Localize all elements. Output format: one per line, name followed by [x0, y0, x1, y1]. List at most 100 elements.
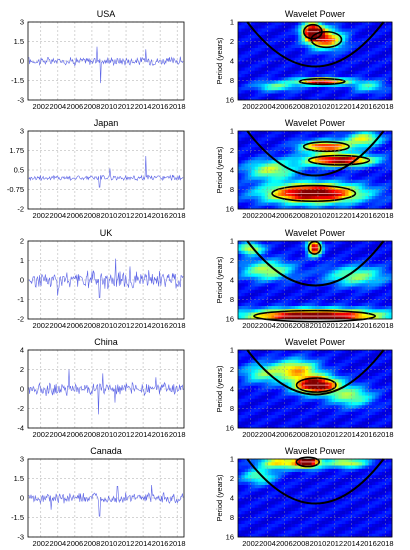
wv-0-heat-cell [351, 57, 356, 62]
wv-4-heat-cell [244, 514, 249, 518]
wv-1-heat-cell [328, 186, 333, 190]
wv-3-heat-cell [378, 382, 383, 387]
wv-2-heat-cell [271, 241, 276, 245]
wv-3-heat-cell [241, 350, 245, 354]
wv-1-heat-cell [335, 202, 339, 207]
wv-2-heat-cell [278, 270, 282, 274]
wv-1-heat-cell [325, 183, 329, 187]
wv-4-heat-cell [268, 520, 272, 525]
wv-2-axes-frame [237, 240, 393, 320]
wv-3-heat-cell [281, 363, 286, 367]
wv-2-heat-cell [365, 296, 369, 300]
wv-0-heat-cell [341, 22, 346, 26]
wv-2-heat-cell [298, 273, 302, 278]
wv-3-heat-cell [331, 356, 336, 361]
wv-1-heat-cell [241, 144, 245, 148]
wv-0-heat-cell [328, 48, 333, 52]
wv-3-heat-cell [241, 408, 245, 413]
wv-0-heat-cell [261, 90, 266, 94]
wv-2-heat-cell [291, 306, 296, 310]
wv-2-heat-cell [308, 257, 312, 261]
wv-0-heat-cell [375, 41, 379, 46]
wv-1-heat-cell [244, 134, 249, 138]
wv-3-heat-cell [294, 350, 299, 354]
wv-3-heat-cell [288, 356, 292, 361]
ts-3-x-tick-label: 2008 [84, 430, 101, 439]
wv-2-heat-cell [331, 260, 336, 265]
wv-3-heat-cell [304, 382, 309, 387]
wv-3-heat-cell [298, 350, 302, 354]
ts-2-x-tick-label: 2010 [101, 321, 118, 330]
wv-3-heat-cell [378, 356, 383, 361]
wv-2-heat-cell [271, 254, 276, 258]
wv-2-heat-cell [244, 254, 249, 258]
wv-1-heat-cell [244, 189, 249, 194]
wv-3-heat-cell [348, 408, 353, 413]
wv-3-heat-cell [278, 424, 282, 429]
wv-2-heat-cell [241, 302, 245, 307]
wv-0-heat-cell [261, 35, 266, 39]
wv-3-heat-cell [361, 366, 366, 370]
wv-0-heat-cell [284, 83, 289, 88]
wv-0-heat-cell [388, 80, 393, 85]
wv-3-heat-cell [315, 411, 319, 416]
wv-3-heat-cell [308, 385, 312, 390]
wv-3-heat-cell [304, 418, 309, 422]
wv-4-heatmap [238, 459, 393, 538]
wv-3-heat-cell [248, 424, 252, 429]
wv-3-heat-cell [388, 389, 393, 393]
wv-0-heat-cell [238, 61, 242, 65]
wv-1-heat-cell [248, 196, 252, 200]
wv-0-heat-cell [258, 25, 262, 29]
wv-2-heat-cell [345, 254, 349, 258]
wv-2-heat-cell [294, 283, 299, 287]
wv-0-heat-cell [375, 70, 379, 75]
wv-2-heat-cell [345, 306, 349, 310]
wv-1-heat-cell [385, 183, 389, 187]
ts-1-title: Japan [94, 118, 119, 128]
wv-1-heat-cell [351, 173, 356, 177]
wv-3-heat-cell [355, 350, 359, 354]
wv-2-heat-cell [368, 309, 373, 313]
wv-1-heat-cell [271, 196, 276, 200]
wv-3-heat-cell [251, 424, 256, 429]
wv-3-heat-cell [278, 415, 282, 419]
wv-1-heat-cell [308, 137, 312, 142]
ts-3-x-tick-label: 2006 [67, 430, 84, 439]
wv-0-heat-cell [375, 38, 379, 42]
wv-4-heat-cell [258, 481, 262, 486]
wv-3-heat-cell [251, 363, 256, 367]
wv-0-heat-cell [371, 28, 376, 33]
wv-1-heat-cell [361, 140, 366, 145]
wv-1-heat-cell [264, 160, 269, 164]
wv-1-heat-cell [328, 192, 333, 197]
wv-1-heat-cell [361, 147, 366, 151]
wv-0-heat-cell [308, 31, 312, 36]
wv-1-heat-cell [371, 150, 376, 155]
wv-2-heat-cell [321, 306, 326, 310]
wv-3-heat-cell [284, 402, 289, 406]
wv-1-heat-cell [304, 140, 309, 145]
wv-0-heat-cell [271, 90, 276, 94]
wv-2-heat-cell [264, 293, 269, 297]
wv-2-heat-cell [271, 312, 276, 317]
wv-0-heat-cell [244, 87, 249, 91]
wv-0-heat-cell [385, 38, 389, 42]
wv-3-heat-cell [378, 359, 383, 364]
wv-1-heat-cell [241, 140, 245, 145]
wv-2-heat-cell [244, 306, 249, 310]
wv-2-heat-cell [361, 250, 366, 255]
wv-3-heat-cell [345, 385, 349, 390]
wv-1-heat-cell [264, 189, 269, 194]
wv-2-heat-cell [328, 306, 333, 310]
wv-3-heat-cell [328, 405, 333, 409]
wv-3-heat-cell [348, 389, 353, 393]
wv-3-heat-cell [315, 356, 319, 361]
wv-2-x-tick-label: 2016 [360, 321, 377, 330]
wv-1-heat-cell [238, 176, 242, 181]
wv-0-heat-cell [335, 38, 339, 42]
wv-1-heat-cell [294, 163, 299, 168]
wv-0-heat-cell [318, 74, 322, 78]
wv-2-heat-cell [361, 247, 366, 252]
wv-1-heat-cell [348, 157, 353, 161]
